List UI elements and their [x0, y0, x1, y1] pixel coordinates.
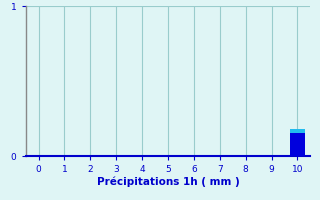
Bar — [290, 129, 305, 133]
X-axis label: Précipitations 1h ( mm ): Précipitations 1h ( mm ) — [97, 177, 239, 187]
Bar — [290, 129, 305, 156]
